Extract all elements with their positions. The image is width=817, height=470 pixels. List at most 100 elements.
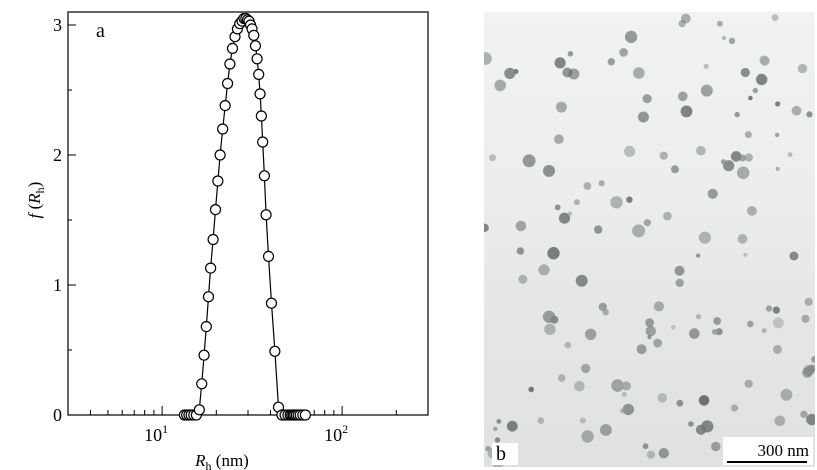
nanoparticle [620,408,625,414]
nanoparticle [804,297,813,306]
nanoparticle [801,314,810,323]
nanoparticle [581,363,591,374]
nanoparticle [713,317,722,325]
nanoparticle [554,134,564,144]
x-tick-label-exponent: 2 [342,422,348,436]
nanoparticle [747,320,754,328]
nanoparticle [773,317,784,329]
nanoparticle [558,212,571,224]
nanoparticle [698,395,710,406]
data-point [226,42,239,55]
nanoparticle [744,131,752,139]
nanoparticle [787,152,793,158]
nanoparticle [624,30,638,44]
data-point [205,262,217,274]
nanoparticle [583,182,592,190]
nanoparticle [744,379,753,388]
y-axis-label-func: f [25,211,44,218]
nanoparticle [555,101,567,113]
scale-bar: 300 nm [723,437,813,465]
nanoparticle [689,328,700,339]
data-point [198,349,210,361]
nanoparticle [775,166,780,171]
nanoparticle [647,335,652,340]
nanoparticle [761,328,767,334]
nanoparticle [774,132,780,138]
y-axis-label-close: ) [25,182,44,188]
nanoparticle [543,164,555,177]
data-point [207,233,219,246]
x-axis-label-subscript: h [206,459,212,470]
nanoparticle [645,325,656,337]
nanoparticle [494,79,506,92]
nanoparticle [642,443,649,450]
nanoparticle [740,67,750,78]
nanoparticle [720,159,726,165]
y-axis-label-symbol: R [25,193,44,205]
nanoparticle [622,403,634,416]
nanoparticle [621,391,627,397]
nanoparticle [538,264,550,276]
x-axis-label-unit: (nm) [212,451,249,470]
data-point [255,110,267,122]
nanoparticle [611,379,624,392]
nanoparticle [653,338,662,348]
nanoparticle [581,430,594,443]
nanoparticle [626,196,633,203]
nanoparticle [773,344,782,354]
nanoparticle [730,404,739,412]
nanoparticle [504,67,516,79]
nanoparticle [567,51,574,57]
nanoparticle [653,301,664,312]
nanoparticle [598,302,607,312]
nanoparticle [542,310,556,323]
x-axis-label-symbol: R [194,451,206,470]
x-tick-label: 102 [324,422,348,445]
nanoparticle [797,63,808,74]
nanoparticle [518,274,528,284]
nanoparticle [806,413,815,426]
nanoparticle [600,424,612,436]
nanoparticle [619,48,628,57]
nanoparticle [671,165,679,174]
nanoparticle [528,386,534,393]
data-point [299,409,311,421]
data-point [265,297,278,309]
nanoparticle [637,111,649,123]
nanoparticle [744,153,753,162]
x-tick-label-base: 10 [144,425,162,445]
data-point [219,99,231,112]
nanoparticle [734,111,740,118]
nanoparticle [772,306,780,314]
nanoparticle [696,145,706,156]
nanoparticle [633,67,645,79]
nanoparticle [557,374,566,382]
data-point [196,378,208,390]
chart-series [178,12,311,421]
nanoparticle [658,448,669,459]
plot-frame [67,11,429,416]
x-axis-label: Rh (nm) [194,451,249,470]
nanoparticle [522,154,536,168]
micrograph-particles [484,13,815,467]
nanoparticle [803,365,815,376]
nanoparticle [494,437,501,443]
nanoparticle [747,206,757,216]
nanoparticle [680,105,693,118]
nanoparticle [716,20,723,27]
nanoparticle [739,154,746,162]
nanoparticle [723,160,735,172]
panel-label-b: b [492,443,518,465]
nanoparticle [674,265,685,276]
nanoparticle [703,63,709,70]
nanoparticle [547,247,560,260]
nanoparticle [646,450,656,459]
nanoparticle [707,188,718,199]
nanoparticle [568,68,580,80]
nanoparticle [806,111,813,118]
data-point [258,170,270,182]
nanoparticle [721,35,726,41]
x-tick-label-exponent: 1 [162,422,168,436]
nanoparticle [607,58,615,66]
